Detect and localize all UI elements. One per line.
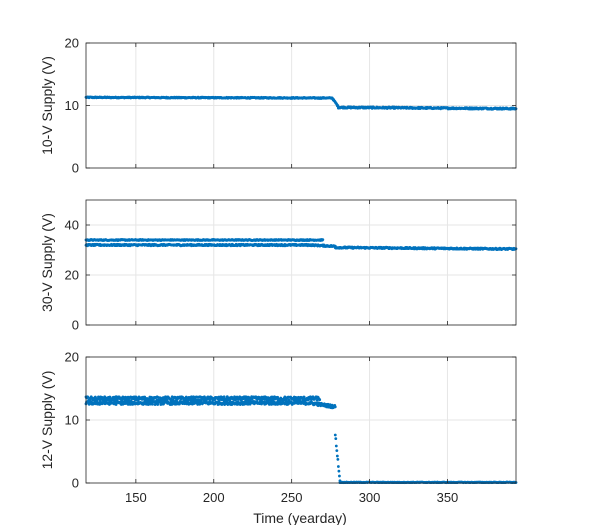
x-axis-label: Time (yearday) — [253, 510, 347, 525]
y-tick-label: 40 — [65, 218, 79, 233]
data-point — [192, 395, 195, 399]
data-point — [321, 238, 325, 242]
panel-2: 0 20 40 30-V Supply (V) — [39, 199, 518, 333]
data-point — [334, 444, 338, 448]
data-point — [114, 395, 118, 399]
data-point — [335, 454, 339, 458]
data-points — [84, 95, 518, 111]
y-tick-label: 0 — [72, 476, 79, 491]
data-point — [316, 404, 320, 408]
data-point — [336, 458, 340, 461]
data-point — [108, 395, 112, 399]
data-point — [337, 469, 341, 473]
y-tick-label: 0 — [72, 318, 79, 333]
x-tick-label: 250 — [281, 490, 303, 505]
y-axis-label: 30-V Supply (V) — [39, 213, 55, 312]
y-axis-label: 10-V Supply (V) — [39, 56, 55, 155]
x-tick-label: 300 — [359, 490, 381, 505]
y-axis-label: 12-V Supply (V) — [39, 371, 55, 470]
y-tick-label: 20 — [65, 268, 79, 283]
data-point — [151, 402, 154, 406]
y-tick-label: 20 — [65, 36, 79, 51]
y-tick-label: 10 — [65, 98, 79, 113]
data-point — [126, 402, 130, 406]
data-points — [84, 238, 518, 252]
data-point — [336, 465, 340, 468]
data-point — [114, 403, 118, 406]
y-tick-label: 20 — [65, 350, 79, 365]
data-point — [333, 405, 337, 409]
data-point — [318, 398, 322, 402]
y-tick-label: 10 — [65, 413, 79, 428]
panel-1: 0 10 20 10-V Supply (V) — [39, 36, 518, 176]
axes-frame — [85, 199, 517, 326]
panel-3: 0 10 20 12-V Supply (V) 150 200 250 300 350 Time … — [39, 350, 518, 525]
y-tick-label: 0 — [72, 161, 79, 176]
data-point — [338, 474, 341, 478]
x-tick-label: 200 — [203, 490, 225, 505]
x-tick-label: 150 — [125, 490, 147, 505]
data-point — [333, 433, 337, 437]
x-tick-label: 350 — [437, 490, 459, 505]
data-point — [334, 437, 338, 441]
data-points — [84, 395, 518, 485]
data-point — [100, 395, 104, 399]
data-point — [335, 449, 339, 452]
